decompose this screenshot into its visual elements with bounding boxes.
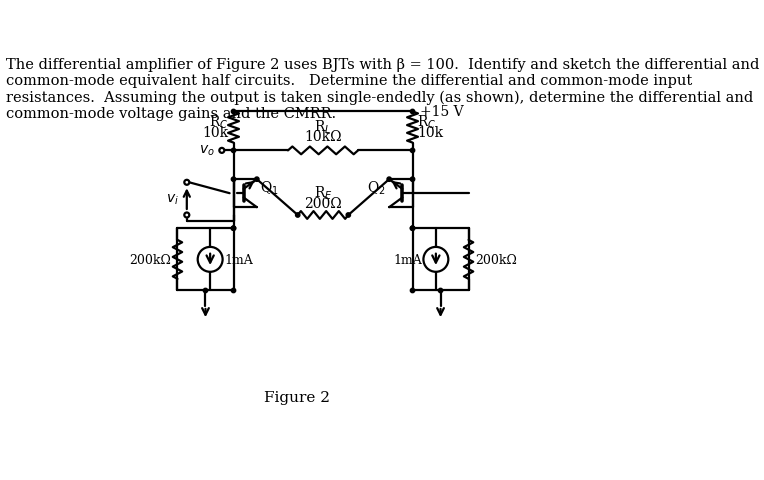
Circle shape (219, 149, 225, 154)
Text: The differential amplifier of Figure 2 uses BJTs with β = 100.  Identify and ske: The differential amplifier of Figure 2 u… (6, 58, 759, 121)
Circle shape (231, 227, 235, 231)
Circle shape (410, 227, 415, 231)
Text: +15 V: +15 V (420, 105, 464, 119)
Circle shape (439, 288, 442, 293)
Circle shape (410, 178, 415, 182)
Circle shape (184, 213, 189, 218)
Text: R$_E$: R$_E$ (314, 184, 332, 202)
Text: 200kΩ: 200kΩ (129, 253, 171, 266)
Text: 10k: 10k (417, 125, 443, 139)
Circle shape (184, 180, 189, 185)
Circle shape (231, 178, 235, 182)
Text: Q$_1$: Q$_1$ (260, 179, 279, 196)
Circle shape (231, 110, 235, 114)
Text: 200kΩ: 200kΩ (474, 253, 516, 266)
Circle shape (410, 288, 415, 293)
Text: 10k: 10k (202, 125, 229, 139)
Text: 200Ω: 200Ω (304, 196, 342, 210)
Circle shape (254, 178, 259, 182)
Text: $v_i$: $v_i$ (166, 192, 179, 206)
Circle shape (231, 149, 235, 153)
Text: 1mA: 1mA (393, 253, 422, 266)
Circle shape (410, 149, 415, 153)
Circle shape (231, 227, 235, 231)
Text: R$_C$: R$_C$ (417, 113, 436, 130)
Text: Figure 2: Figure 2 (264, 390, 330, 404)
Text: R$_C$: R$_C$ (209, 113, 229, 130)
Circle shape (346, 213, 351, 218)
Circle shape (410, 110, 415, 114)
Text: $v_o$: $v_o$ (199, 143, 215, 157)
Circle shape (296, 213, 300, 218)
Circle shape (203, 288, 208, 293)
Text: R$_L$: R$_L$ (314, 118, 332, 135)
Circle shape (410, 227, 415, 231)
Circle shape (231, 288, 235, 293)
Circle shape (387, 178, 391, 182)
Text: Q$_2$: Q$_2$ (367, 179, 386, 196)
Text: 1mA: 1mA (224, 253, 253, 266)
Text: 10kΩ: 10kΩ (304, 130, 342, 144)
